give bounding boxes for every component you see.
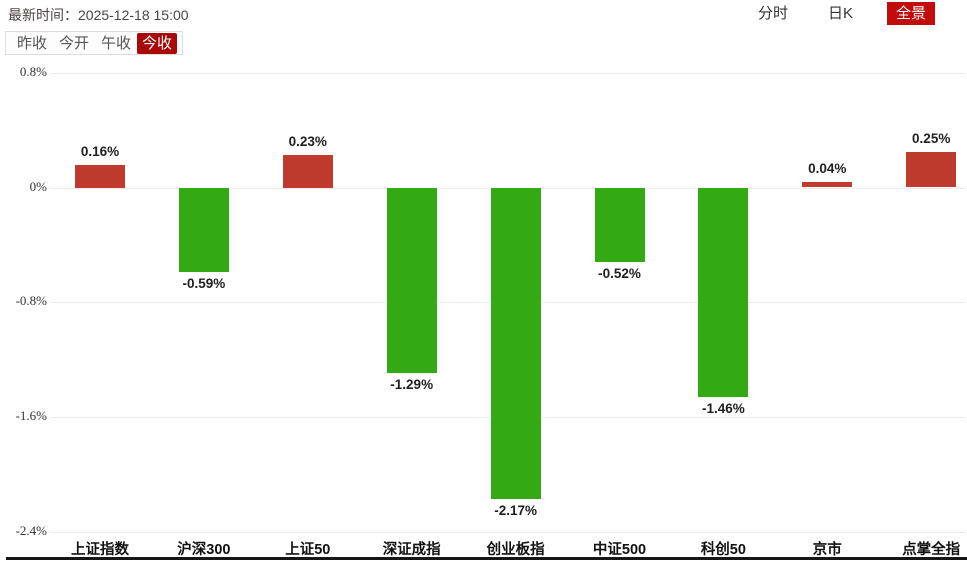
value-label-中证500: -0.52%: [598, 266, 641, 282]
gridline-0.8%: [50, 72, 965, 74]
latest-time-value: 2025-12-18 15:00: [78, 7, 189, 23]
price-tab-今开[interactable]: 今开: [59, 34, 90, 52]
bar-深证成指: [386, 187, 437, 373]
price-tab-昨收[interactable]: 昨收: [17, 34, 48, 52]
y-axis-tick--1.6%: -1.6%: [15, 408, 47, 424]
x-axis-label-沪深300: 沪深300: [177, 542, 231, 558]
x-axis-label-上证指数: 上证指数: [71, 542, 129, 558]
x-axis-label-京市: 京市: [812, 542, 842, 558]
price-tab-今收[interactable]: 今收: [137, 32, 178, 54]
value-label-上证50: 0.23%: [288, 133, 327, 149]
view-tab-全景[interactable]: 全景: [886, 2, 935, 25]
x-axis-label-上证50: 上证50: [285, 542, 331, 558]
value-label-创业板指: -2.17%: [494, 502, 537, 518]
bar-科创50: [698, 187, 749, 397]
value-label-沪深300: -0.59%: [182, 276, 226, 292]
price-type-tabs: 昨收 今开 午收 今收: [5, 31, 184, 55]
y-axis-tick-0.8%: 0.8%: [19, 63, 47, 79]
x-axis-label-深证成指: 深证成指: [382, 542, 441, 558]
y-axis-tick--0.8%: -0.8%: [15, 293, 47, 309]
bar-中证500: [594, 187, 645, 263]
bar-点掌全指: [906, 151, 957, 188]
x-axis-label-中证500: 中证500: [592, 542, 647, 558]
value-label-深证成指: -1.29%: [390, 376, 434, 392]
chart-view-tabs: 分时 日K 全景: [752, 2, 935, 25]
latest-time: 最新时间：2025-12-18 15:00: [8, 5, 189, 25]
value-label-上证指数: 0.16%: [80, 143, 120, 159]
bottom-divider: [6, 557, 967, 560]
bar-创业板指: [490, 187, 541, 499]
x-axis-label-创业板指: 创业板指: [486, 542, 545, 558]
bar-上证指数: [75, 164, 125, 188]
bar-京市: [802, 181, 853, 188]
x-axis-label-点掌全指: 点掌全指: [902, 542, 961, 558]
view-tab-分时[interactable]: 分时: [757, 5, 788, 22]
bar-上证50: [282, 154, 333, 188]
value-label-点掌全指: 0.25%: [912, 130, 951, 146]
y-axis-tick--2.4%: -2.4%: [15, 522, 47, 538]
view-tab-日K[interactable]: 日K: [827, 5, 853, 22]
latest-time-label: 最新时间：: [8, 7, 78, 23]
x-axis-label-科创50: 科创50: [700, 542, 746, 558]
bar-沪深300: [178, 187, 229, 273]
value-label-京市: 0.04%: [808, 160, 847, 176]
price-tab-午收[interactable]: 午收: [101, 34, 132, 52]
y-axis-tick-0%: 0%: [29, 178, 47, 194]
gridline--2.4%: [50, 531, 965, 533]
value-label-科创50: -1.46%: [702, 401, 745, 416]
